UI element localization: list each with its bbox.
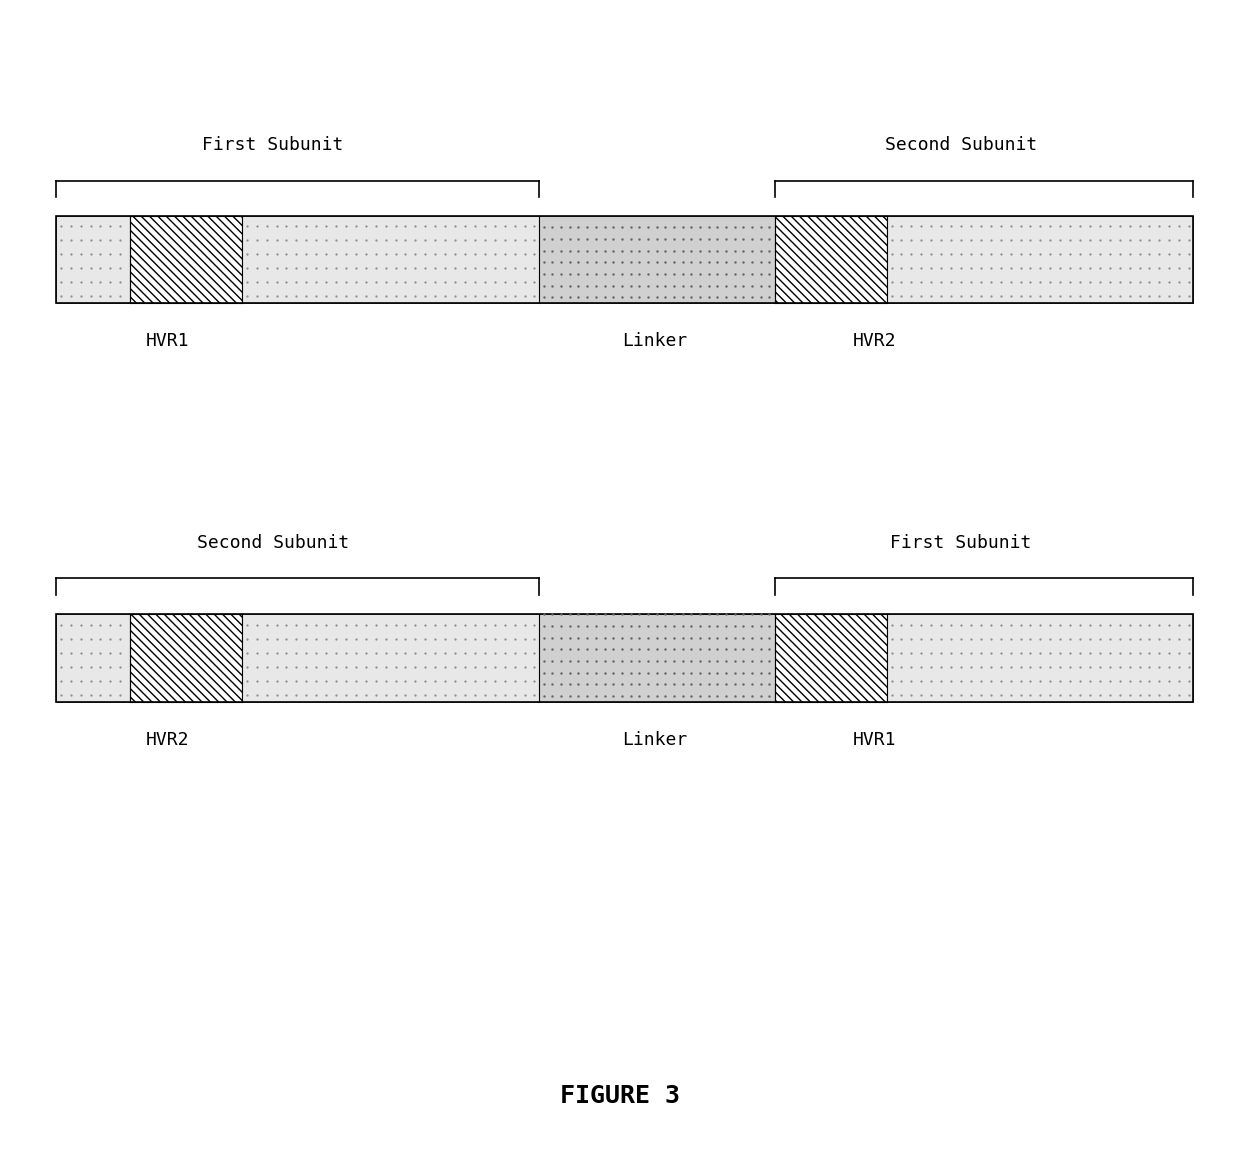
Bar (887, 216, 1193, 303)
Bar (775, 216, 887, 303)
Bar (130, 614, 242, 702)
Bar (539, 614, 775, 702)
Bar (56, 216, 130, 303)
Text: First Subunit: First Subunit (202, 136, 343, 154)
Text: Second Subunit: Second Subunit (197, 534, 348, 552)
Bar (539, 216, 775, 303)
Text: Second Subunit: Second Subunit (885, 136, 1037, 154)
Bar (242, 216, 539, 303)
Text: HVR1: HVR1 (852, 731, 897, 749)
Text: FIGURE 3: FIGURE 3 (560, 1084, 680, 1108)
Bar (887, 614, 1193, 702)
Text: HVR2: HVR2 (852, 332, 897, 350)
Text: HVR2: HVR2 (145, 731, 190, 749)
Text: Linker: Linker (622, 332, 687, 350)
Text: HVR1: HVR1 (145, 332, 190, 350)
Bar (56, 614, 1193, 702)
Bar (775, 614, 887, 702)
Bar (130, 216, 242, 303)
Bar (56, 614, 130, 702)
Text: First Subunit: First Subunit (890, 534, 1032, 552)
Text: Linker: Linker (622, 731, 687, 749)
Bar (56, 216, 1193, 303)
Bar (242, 614, 539, 702)
